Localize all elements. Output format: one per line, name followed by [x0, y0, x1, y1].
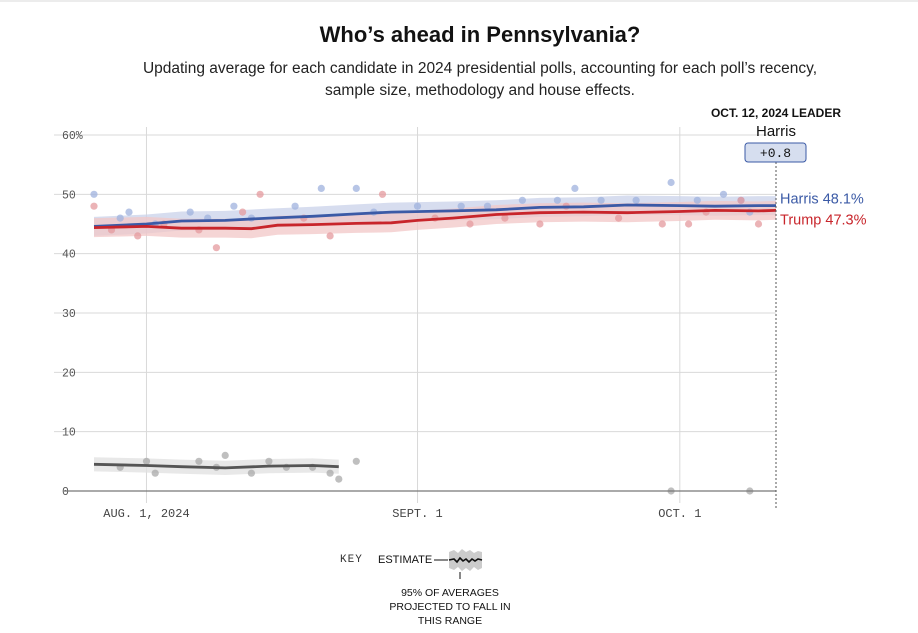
poll-dot-trump	[239, 208, 247, 216]
top-divider	[0, 0, 918, 2]
poll-dot-harris	[317, 184, 325, 192]
leader-heading: OCT. 12, 2024 LEADER	[711, 106, 841, 120]
poll-dot-other	[265, 457, 273, 465]
poll-dot-trump	[256, 190, 264, 198]
chart-subtitle: Updating average for each candidate in 2…	[142, 60, 818, 99]
grid	[54, 127, 776, 503]
poll-dot-trump	[536, 220, 544, 228]
poll-dot-harris	[186, 208, 194, 216]
poll-dot-harris	[483, 202, 492, 210]
poll-dot-harris	[90, 190, 98, 198]
y-tick-label: 30	[62, 308, 76, 321]
leader-callout: OCT. 12, 2024 LEADER Harris +0.8	[711, 106, 841, 163]
key-estimate-label: ESTIMATE	[378, 554, 433, 566]
poll-dot-trump	[212, 244, 220, 252]
poll-dot-harris	[667, 178, 675, 187]
poll-dot-trump	[466, 220, 474, 228]
x-tick-label: AUG. 1, 2024	[103, 507, 189, 521]
poll-dot-harris	[230, 202, 238, 210]
poll-dot-harris	[693, 196, 701, 204]
poll-dot-other	[352, 457, 360, 465]
poll-dot-harris	[291, 202, 299, 210]
poll-dot-trump	[685, 220, 693, 228]
poll-dot-trump	[754, 220, 763, 228]
leader-margin: +0.8	[760, 146, 791, 161]
key-range-label: 95% OF AVERAGES PROJECTED TO FALL IN THI…	[389, 587, 511, 627]
key-line-shape	[448, 556, 483, 564]
poll-dot-harris	[632, 196, 640, 204]
poll-dot-harris	[518, 196, 527, 204]
end-label-harris: Harris 48.1%	[780, 192, 864, 208]
line-harris	[93, 203, 776, 228]
end-labels: Harris 48.1% Trump 47.3%	[780, 192, 867, 229]
leader-name: Harris	[756, 123, 796, 140]
key-label: KEY	[340, 554, 363, 566]
y-tick-label: 50	[62, 189, 76, 202]
poll-dot-other	[151, 469, 159, 477]
average-lines	[93, 203, 777, 470]
poll-dot-trump	[737, 196, 745, 204]
y-tick-label: 20	[62, 367, 76, 380]
line-trump	[93, 209, 777, 231]
poll-dot-other	[326, 469, 334, 477]
x-tick-label: SEPT. 1	[392, 507, 442, 521]
chart-key: KEY ESTIMATE 95% OF AVERAGES PROJECTED T…	[0, 540, 918, 633]
poll-dot-trump	[658, 220, 666, 228]
y-tick-label: 60%	[62, 130, 83, 143]
poll-dot-harris	[125, 208, 133, 216]
confidence-bands	[94, 195, 776, 475]
poll-dot-other	[142, 457, 151, 465]
axes: 0 10 20 30 40 50 60% AUG. 1, 2024 SEPT. 1 OCT. 1	[62, 130, 777, 521]
poll-dot-other	[195, 457, 203, 465]
poll-dot-harris	[553, 196, 562, 204]
poll-dot-harris	[352, 184, 360, 192]
poll-dot-harris	[571, 184, 579, 192]
chart-title: Who’s ahead in Pennsylvania?	[319, 22, 641, 47]
poll-dot-trump	[90, 202, 98, 210]
poll-dot-harris	[116, 214, 124, 222]
poll-dot-harris	[719, 190, 728, 198]
poll-dot-harris	[413, 202, 422, 210]
x-tick-label: OCT. 1	[658, 507, 701, 521]
poll-dot-trump	[615, 214, 623, 222]
y-tick-label: 10	[62, 427, 76, 440]
end-label-trump: Trump 47.3%	[780, 212, 867, 228]
poll-dot-other	[335, 475, 343, 483]
poll-dot-other	[247, 469, 255, 477]
line-other	[93, 462, 339, 470]
poll-dot-trump	[378, 190, 387, 198]
y-tick-label: 40	[62, 249, 76, 262]
leader-margin-badge	[744, 142, 807, 163]
poll-dot-harris	[597, 196, 605, 204]
poll-dot-trump	[326, 232, 334, 240]
poll-dot-harris	[457, 202, 465, 210]
key-estimate-icon	[434, 549, 483, 579]
poll-dot-other	[221, 451, 229, 459]
poll-dot-trump	[501, 214, 509, 222]
poll-dot-trump	[134, 232, 142, 240]
y-tick-label: 0	[62, 486, 69, 499]
